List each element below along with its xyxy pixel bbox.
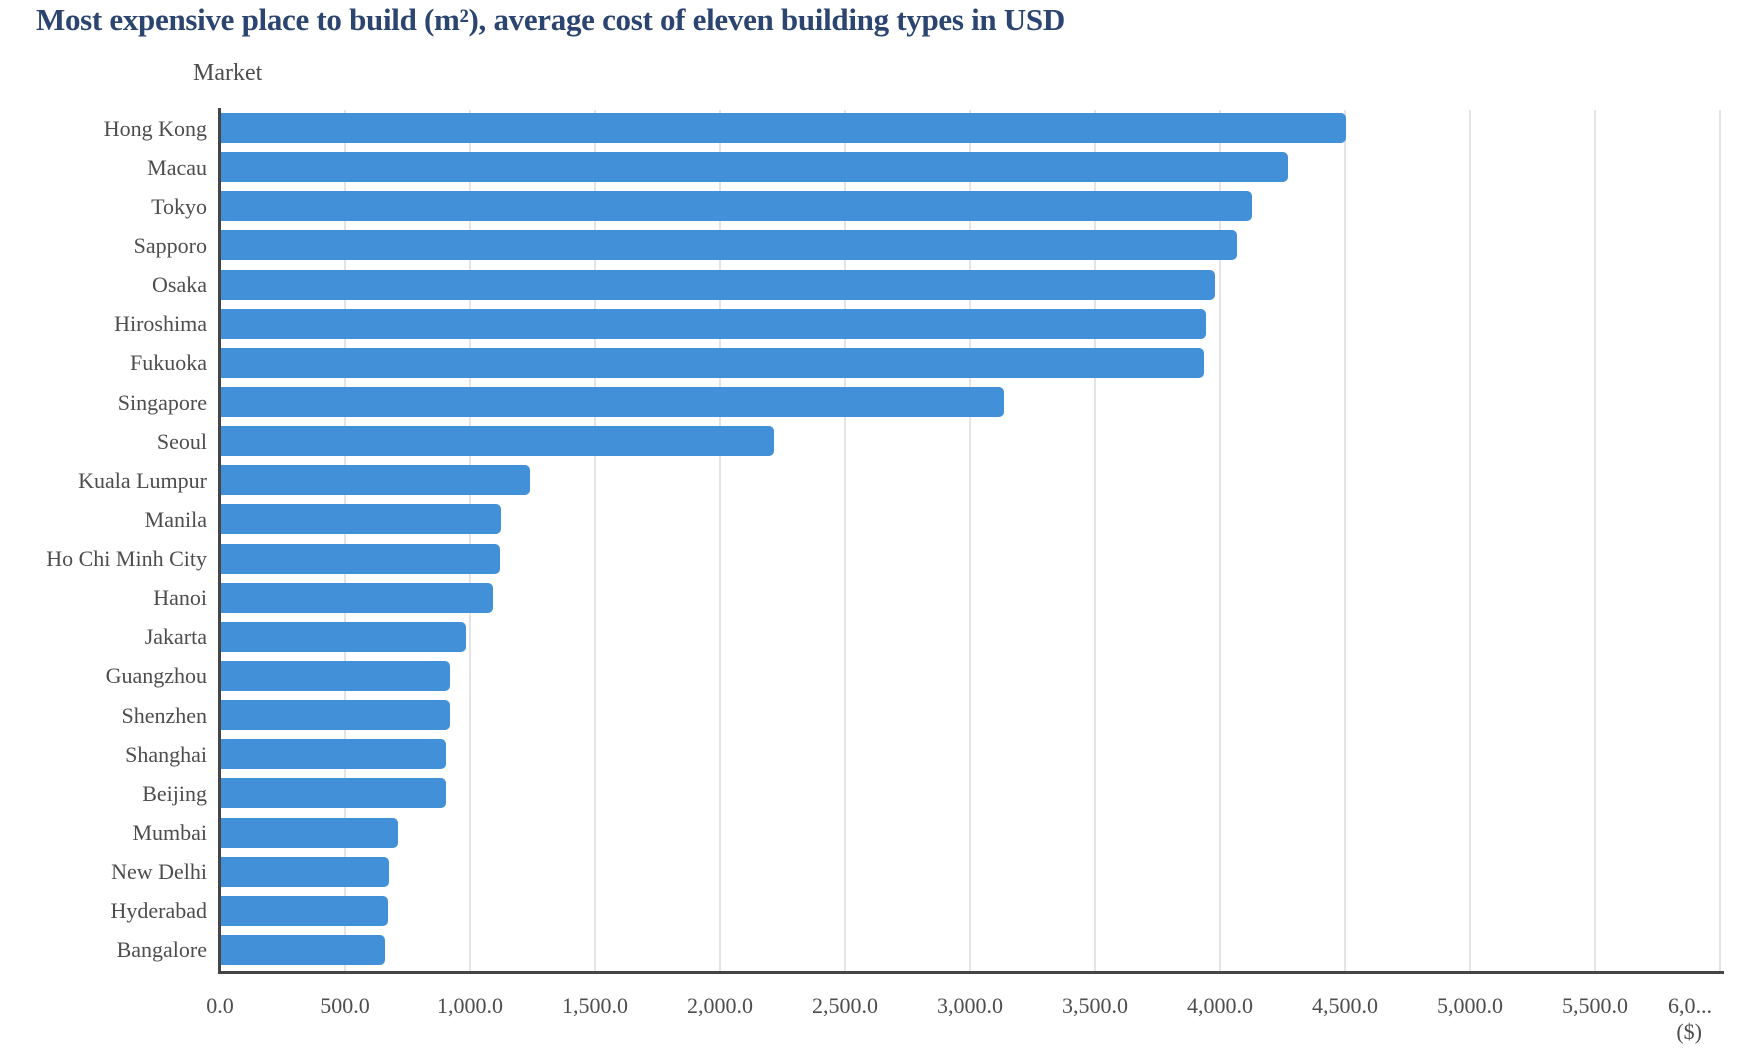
y-axis-label-hyderabad: Hyderabad xyxy=(110,898,207,924)
bar-osaka xyxy=(221,269,1215,300)
x-tick-label-500: 500.0 xyxy=(320,993,370,1018)
x-tick-label-5000: 5,000.0 xyxy=(1437,993,1503,1018)
y-axis-label-guangzhou: Guangzhou xyxy=(105,663,207,689)
bar-macau xyxy=(221,152,1288,183)
bar-jakarta xyxy=(221,621,466,652)
gridline-1000 xyxy=(469,110,471,971)
bar-hanoi xyxy=(221,582,493,613)
bar-shanghai xyxy=(221,739,446,770)
bar-new-delhi xyxy=(221,856,389,887)
bar-mumbai xyxy=(221,817,398,848)
y-axis-line xyxy=(218,108,221,974)
gridline-6000 xyxy=(1719,110,1721,971)
gridline-1500 xyxy=(594,110,596,971)
x-tick-label-1500: 1,500.0 xyxy=(562,993,628,1018)
bar-singapore xyxy=(221,387,1004,418)
y-axis-label-seoul: Seoul xyxy=(156,428,207,454)
y-axis-label-kuala-lumpur: Kuala Lumpur xyxy=(78,467,207,493)
y-axis-label-macau: Macau xyxy=(147,154,207,180)
x-tick-label-3500: 3,500.0 xyxy=(1062,993,1128,1018)
y-axis-label-beijing: Beijing xyxy=(142,780,207,806)
bar-guangzhou xyxy=(221,660,450,691)
bar-kuala-lumpur xyxy=(221,465,530,496)
y-axis-label-jakarta: Jakarta xyxy=(144,624,207,650)
x-tick-label-4500: 4,500.0 xyxy=(1312,993,1378,1018)
x-tick-label-6000: 6,0... xyxy=(1668,993,1712,1018)
y-axis-label-singapore: Singapore xyxy=(117,389,207,415)
y-axis-label-hanoi: Hanoi xyxy=(153,585,207,611)
gridline-500 xyxy=(344,110,346,971)
bar-hyderabad xyxy=(221,895,388,926)
gridline-4500 xyxy=(1344,110,1346,971)
x-tick-label-2500: 2,500.0 xyxy=(812,993,878,1018)
y-axis-label-hiroshima: Hiroshima xyxy=(114,311,207,337)
x-tick-label-0: 0.0 xyxy=(206,993,234,1018)
bar-manila xyxy=(221,504,501,535)
y-axis-label-shanghai: Shanghai xyxy=(125,741,207,767)
gridline-3500 xyxy=(1094,110,1096,971)
y-axis-label-bangalore: Bangalore xyxy=(116,937,207,963)
bar-fukuoka xyxy=(221,347,1204,378)
y-axis-label-mumbai: Mumbai xyxy=(132,820,207,846)
bar-hiroshima xyxy=(221,308,1206,339)
gridline-2000 xyxy=(719,110,721,971)
bar-seoul xyxy=(221,426,774,457)
y-axis-label-tokyo: Tokyo xyxy=(151,193,207,219)
y-axis-label-ho-chi-minh-city: Ho Chi Minh City xyxy=(46,546,207,572)
gridline-5500 xyxy=(1594,110,1596,971)
bar-ho-chi-minh-city xyxy=(221,543,500,574)
y-axis-label-new-delhi: New Delhi xyxy=(111,859,207,885)
gridline-5000 xyxy=(1469,110,1471,971)
chart-title: Most expensive place to build (m²), aver… xyxy=(36,2,1065,37)
gridline-4000 xyxy=(1219,110,1221,971)
x-tick-label-1000: 1,000.0 xyxy=(437,993,503,1018)
x-axis-unit-label: ($) xyxy=(1676,1019,1702,1044)
bar-bangalore xyxy=(221,934,385,965)
bar-sapporo xyxy=(221,230,1237,261)
y-axis-title: Market xyxy=(193,60,263,86)
x-tick-label-4000: 4,000.0 xyxy=(1187,993,1253,1018)
y-axis-label-hong-kong: Hong Kong xyxy=(103,115,207,141)
bar-tokyo xyxy=(221,191,1252,222)
x-axis-line xyxy=(218,971,1724,974)
gridline-3000 xyxy=(969,110,971,971)
bar-beijing xyxy=(221,778,446,809)
x-tick-label-3000: 3,000.0 xyxy=(937,993,1003,1018)
bar-hong-kong xyxy=(221,113,1346,144)
gridline-2500 xyxy=(844,110,846,971)
y-axis-label-manila: Manila xyxy=(144,506,207,532)
y-axis-label-fukuoka: Fukuoka xyxy=(130,350,207,376)
x-tick-label-2000: 2,000.0 xyxy=(687,993,753,1018)
y-axis-label-osaka: Osaka xyxy=(152,272,207,298)
y-axis-label-shenzhen: Shenzhen xyxy=(121,702,207,728)
y-axis-label-sapporo: Sapporo xyxy=(133,232,207,258)
x-tick-label-5500: 5,500.0 xyxy=(1562,993,1628,1018)
bar-shenzhen xyxy=(221,700,450,731)
